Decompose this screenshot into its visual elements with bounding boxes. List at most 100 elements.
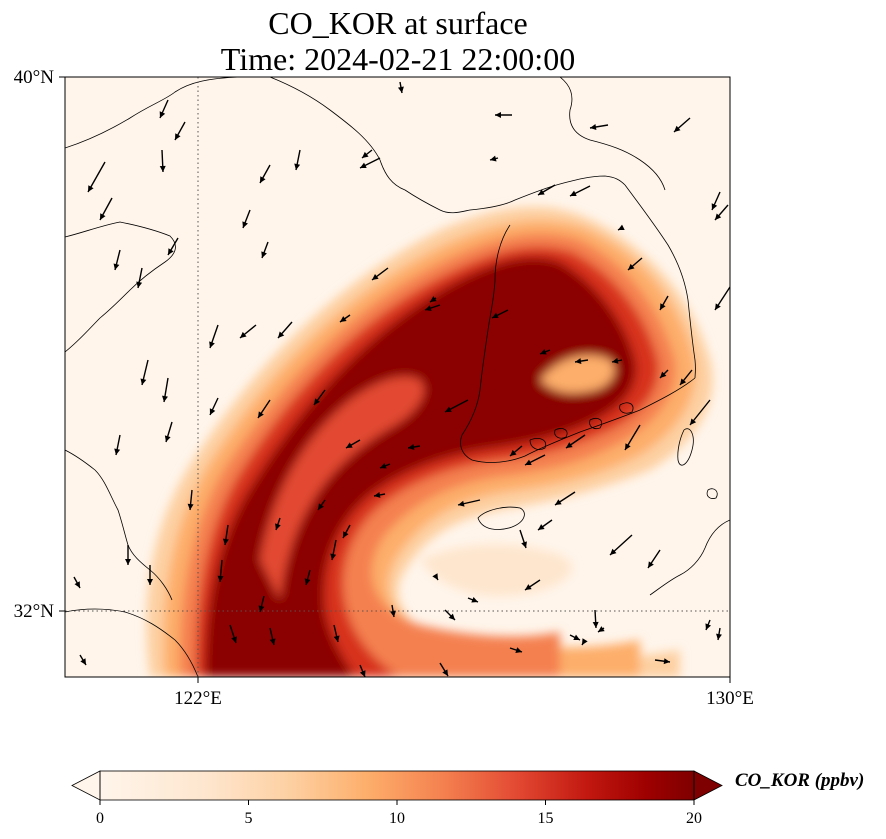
wind-arrow-head [566,442,573,448]
colorbar-body [100,771,694,800]
colorbar-extend-high [693,770,723,801]
wind-arrow-head [408,444,415,450]
wind-arrow-head [261,251,267,258]
wind-arrow-head [515,647,522,653]
china-coast [65,221,176,353]
wind-arrow-head [258,605,265,612]
wind-arrow-head [590,124,597,130]
map-timestamp: Time: 2024-02-21 22:00:00 [220,41,576,77]
wind-arrow-head [164,435,171,442]
wind-arrow-head [592,621,599,628]
wind-arrow-head [114,448,121,455]
wind-arrow-head [705,623,712,630]
japan-honshu [706,488,718,499]
wind-arrow-head [555,499,562,505]
wind-arrow-head [445,406,452,412]
wind-arrow-head [525,584,532,590]
wind-arrow-head [362,151,369,158]
wind-arrow-head [442,669,448,676]
wind-arrow-head [471,596,478,603]
concentration-field [146,206,713,677]
wind-arrow-head [242,221,248,228]
liaodong-coast [65,77,241,149]
wind-arrow-head [74,581,80,588]
wind-arrow-head [573,634,580,640]
wind-arrow-head [209,341,215,348]
plume-gap [260,376,424,600]
wind-arrow-head [343,531,349,538]
wind-arrow-head [711,203,718,210]
lon-label-130e: 130°E [706,688,754,709]
wind-arrow-head [680,378,687,385]
korea-islands-sw [529,402,634,450]
wind-arrow-head [674,125,681,132]
wind-arrow-head [159,165,166,172]
wind-arrow-head [100,213,106,220]
colorbar: 0 5 10 15 20 [71,770,723,827]
wind-arrow-head [521,541,527,548]
colorbar-ticks: 0 5 10 15 20 [96,800,702,827]
wind-arrow-head [113,263,120,270]
wind-arrow-head [175,133,181,140]
wind-arrow-head [359,670,366,677]
wind-arrow-head [582,638,588,645]
wind-arrow-head [372,274,379,280]
wind-arrow-head [628,263,635,270]
wind-arrow-head [314,398,320,405]
wind-arrow-head [540,348,547,355]
lat-label-32n: 32°N [14,601,55,622]
wind-arrow-head [187,503,194,510]
wind-arrow-head [716,633,722,640]
wind-arrow-head [612,357,619,364]
colorbar-tick-label: 10 [389,810,405,827]
wind-arrow-head [346,442,353,448]
colorbar-title: CO_KOR (ppbv) [735,770,865,791]
wind-arrow-head [448,613,455,620]
wind-arrow-head [294,163,301,170]
wind-arrow-head [598,626,605,632]
wind-arrow-head [648,561,654,568]
wind-arrow-head [240,331,247,338]
wind-arrow-head [258,411,264,418]
wind-arrow-head [625,443,631,450]
colorbar-tick-label: 15 [538,810,554,827]
wind-arrow-head [168,248,174,255]
colorbar-tick-label: 20 [686,810,702,827]
wind-arrow-head [715,303,721,310]
wind-arrow-head [159,111,166,118]
wind-arrow-head [222,538,229,545]
lon-label-122e: 122°E [174,688,222,709]
wind-arrow-head [217,575,224,582]
wind-arrow-head [260,176,266,183]
wind-arrow-head [380,462,387,469]
wind-arrow-head [490,155,497,162]
wind-arrow-head [570,190,577,196]
wind-arrow-head [538,524,545,530]
wind-arrow-head [333,635,340,642]
wind-arrow-head [538,189,545,195]
plume-core [205,257,636,677]
wind-arrow-head [525,459,532,465]
wind-arrow-head [495,112,501,118]
gridlines [65,77,730,677]
wind-arrow-head [618,224,625,230]
wind-arrow-head [374,491,381,498]
shandong-coast [65,449,173,601]
japan-kyushu [649,519,730,596]
yangtze-estuary [65,608,199,677]
wind-arrow-head [660,371,667,378]
plume-gap-light [540,355,615,393]
coastlines [65,77,730,677]
colorbar-tick-label: 5 [245,810,253,827]
wind-arrow-head [715,213,722,220]
wind-arrow-head [430,296,437,302]
wind-arrow-head [88,185,94,192]
wind-arrow-head [231,636,237,643]
wind-arrow-head [458,500,465,507]
colorbar-tick-label: 0 [96,810,104,827]
wind-arrow-head [147,579,153,585]
wind-arrow-head [136,281,143,288]
wind-arrow-head [209,408,216,415]
axis-ticks [59,76,731,683]
korea-east-coast [624,184,696,379]
